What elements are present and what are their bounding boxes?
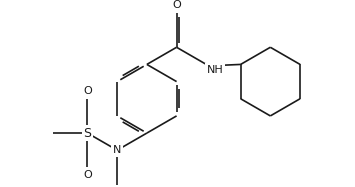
Text: O: O (83, 170, 92, 180)
Text: S: S (83, 127, 92, 140)
Text: N: N (113, 145, 121, 155)
Text: NH: NH (207, 65, 224, 75)
Text: O: O (83, 86, 92, 96)
Text: O: O (172, 0, 181, 10)
